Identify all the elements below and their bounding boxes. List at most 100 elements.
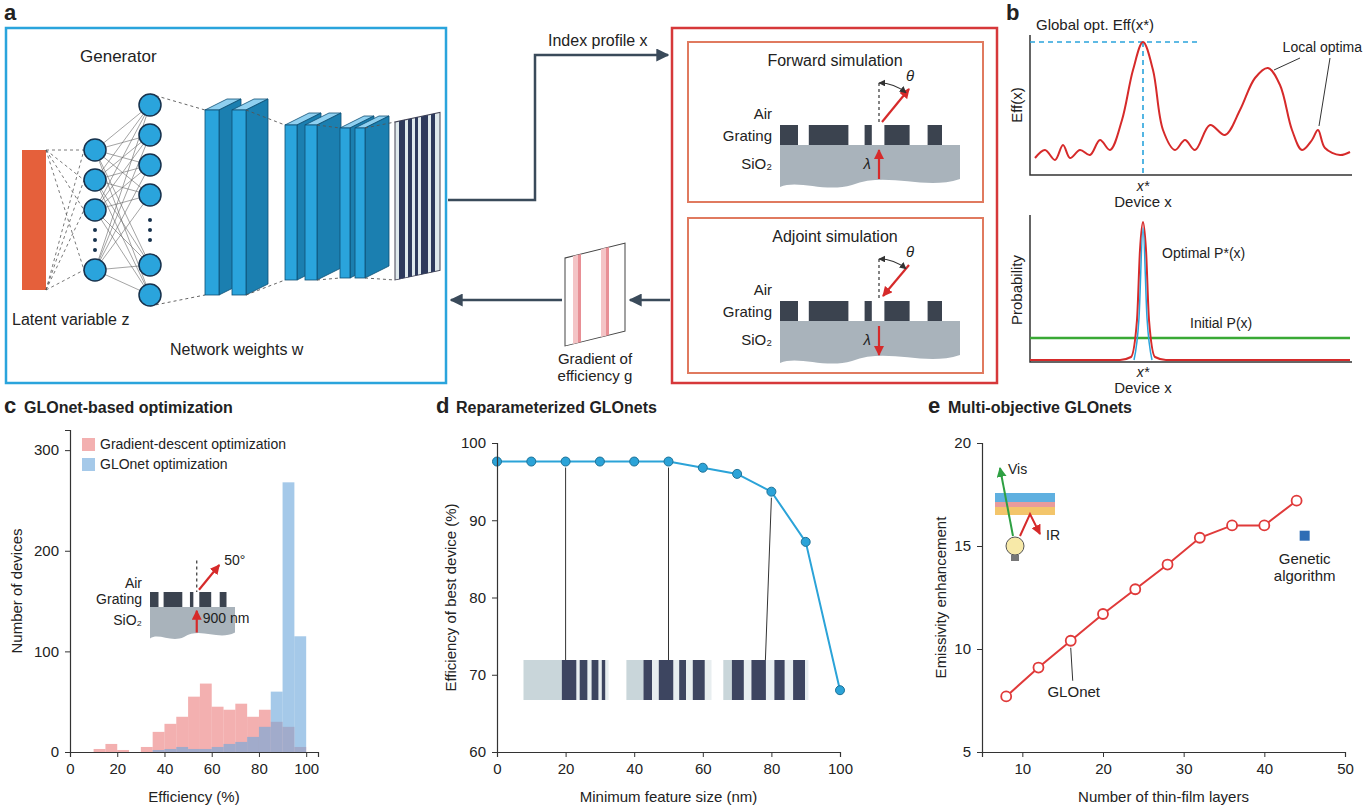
point [1033,663,1043,673]
panel-title: Multi-objective GLOnets [948,399,1132,416]
connection [95,210,150,295]
bar [105,744,117,752]
tick-mark [1103,752,1104,757]
axis-line [71,753,319,758]
grating-bar [780,301,798,321]
x-tick: 40 [626,752,643,777]
point [630,457,639,466]
tick-label: 20 [954,434,971,451]
label-line: Gradient of [558,350,633,367]
bar [176,747,188,752]
y-tick: 90 [469,512,497,529]
tick-mark [977,649,982,650]
index-profile-label: Index profile x [548,32,648,49]
neuron [84,259,106,281]
connection [46,180,84,290]
x-axis-title: Minimum feature size (nm) [580,788,758,805]
inset-stripe [580,660,588,700]
point [1098,609,1108,619]
grating-bar [164,592,183,607]
point [1001,691,1011,701]
panel-e: GLOnetGeneticalgorithm10203040505101520e… [928,393,1354,805]
grating-bar [928,125,942,145]
tick-label: 50 [1337,760,1354,777]
series-label: Geneticalgorithm [1274,550,1336,584]
bar [247,737,259,752]
y-tick: 15 [954,537,982,554]
y-tick: 0 [51,743,70,760]
series-label: GLOnet [1047,683,1100,700]
x-axis: 020406080100 [493,752,853,777]
point [1227,520,1237,530]
bar [188,697,200,752]
x-tick: 30 [1176,752,1193,777]
ir-arrow [1020,514,1040,536]
simulation-subbox [688,218,983,373]
latent-vector [22,150,46,290]
label-line: algorithm [1274,567,1336,584]
tick-label: 40 [1256,760,1273,777]
tick-mark [771,752,772,757]
panel-label: c [4,393,16,418]
point [1195,533,1205,543]
grating-label: Grating [723,303,772,320]
block-front [285,125,297,280]
grating-bar [809,301,849,321]
generator-box [6,28,446,383]
inset-stripe [751,660,765,700]
bar [188,749,200,752]
ellipsis-dot [93,228,97,232]
connection [365,122,395,128]
input-arrow [196,611,198,633]
angle-label: θ [906,67,914,84]
light-ray [883,265,909,296]
grating-bar [865,301,872,321]
panel-d: 02040608010060708090100dReparameterized … [436,393,853,805]
legend-swatch [82,458,95,471]
y-axis-title: Number of devices [8,528,25,653]
legend-label: Gradient-descent optimization [100,436,286,452]
point [1163,560,1173,570]
y-tick: 20 [954,434,982,451]
inset-stripe [732,660,744,700]
x-tick: 60 [695,752,712,777]
x-tick: 80 [764,752,781,777]
generator-title: Generator [80,47,157,66]
flow-arrow [630,299,670,302]
tick-mark [1022,752,1023,757]
tick-mark [703,752,704,757]
inset-blank [627,660,644,700]
tick-label: 30 [1176,760,1193,777]
y-axis: 0100200300 [34,431,71,761]
normal-line [878,259,879,301]
tick-mark [65,651,70,652]
gradient-frame [565,243,625,346]
ir-label: IR [1046,527,1060,543]
tick-label: 20 [1095,760,1112,777]
point [836,686,845,695]
block-side [365,116,389,278]
connection [246,110,285,125]
tick-label: 15 [954,537,971,554]
inset-stripe [592,660,599,700]
substrate [780,145,960,188]
block-side [297,113,321,280]
x-axis-title: Number of thin-film layers [1078,788,1249,805]
grating-bar [884,125,909,145]
axis-line [492,444,498,753]
neuron [139,184,161,206]
substrate-label: SiO₂ [741,155,772,172]
tick-label: 20 [558,760,575,777]
x-tick: 20 [109,752,126,777]
axis-line [65,431,71,753]
connection [46,210,84,290]
connection [46,150,84,151]
connection [365,278,395,280]
leader-line [1319,58,1330,126]
tick-label: 10 [954,640,971,657]
panel-title: Reparameterized GLOnets [456,399,657,416]
bar [94,749,106,752]
ellipsis-dot [148,238,152,242]
panel-b: bGlobal opt. Eff(x*)Eff(x)Local optimax*… [1006,0,1362,396]
device-inset [627,660,712,700]
